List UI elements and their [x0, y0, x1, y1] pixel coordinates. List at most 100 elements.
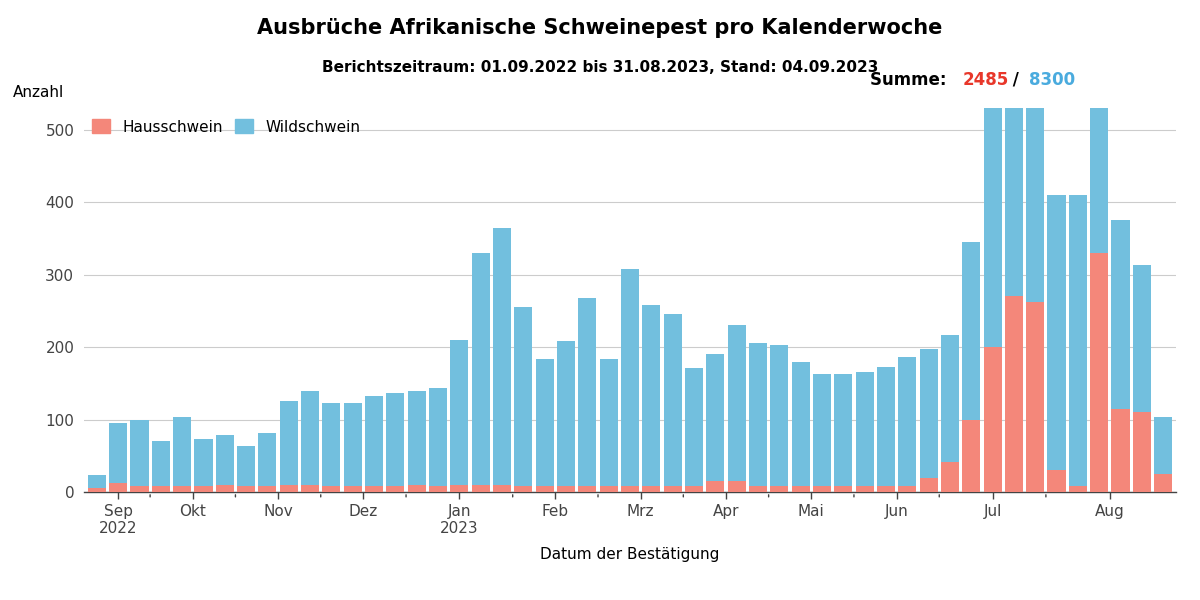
Bar — [238, 446, 256, 486]
Bar — [792, 486, 810, 492]
Bar — [131, 486, 149, 492]
Bar — [216, 435, 234, 485]
Bar — [493, 227, 511, 485]
Bar — [301, 485, 319, 492]
Text: 8300: 8300 — [1028, 71, 1075, 89]
Bar — [515, 486, 533, 492]
Bar — [600, 359, 618, 486]
Bar — [834, 486, 852, 492]
Bar — [1090, 253, 1109, 492]
Bar — [173, 418, 191, 486]
Bar — [620, 269, 640, 486]
Bar — [1154, 418, 1172, 474]
Bar — [557, 486, 575, 492]
Bar — [792, 362, 810, 486]
Bar — [365, 486, 383, 492]
Bar — [727, 325, 745, 481]
Bar — [428, 486, 448, 492]
Bar — [258, 433, 276, 486]
Bar — [984, 347, 1002, 492]
Bar — [1026, 103, 1044, 302]
Bar — [899, 486, 917, 492]
Bar — [877, 486, 895, 492]
Bar — [173, 486, 191, 492]
Bar — [151, 441, 170, 486]
Bar — [280, 401, 298, 485]
Bar — [1048, 470, 1066, 492]
Legend: Hausschwein, Wildschwein: Hausschwein, Wildschwein — [91, 119, 360, 134]
Bar — [1154, 474, 1172, 492]
Bar — [194, 439, 212, 486]
Bar — [919, 478, 937, 492]
Bar — [301, 391, 319, 485]
Bar — [856, 486, 874, 492]
Text: /: / — [1007, 71, 1025, 89]
Bar — [343, 403, 361, 486]
Bar — [408, 391, 426, 485]
Bar — [749, 343, 767, 486]
Bar — [578, 298, 596, 486]
Bar — [194, 486, 212, 492]
Bar — [109, 484, 127, 492]
Bar — [535, 359, 553, 486]
Bar — [685, 486, 703, 492]
Bar — [899, 356, 917, 486]
Bar — [664, 486, 682, 492]
Bar — [1133, 412, 1151, 492]
Bar — [1069, 486, 1087, 492]
Bar — [962, 419, 980, 492]
Bar — [642, 486, 660, 492]
Bar — [238, 486, 256, 492]
Bar — [1111, 409, 1129, 492]
Bar — [812, 374, 832, 486]
Bar — [856, 373, 874, 486]
Bar — [685, 368, 703, 486]
Text: Anzahl: Anzahl — [13, 85, 65, 100]
Bar — [386, 394, 404, 486]
Bar — [941, 461, 959, 492]
Text: 2485: 2485 — [964, 71, 1009, 89]
Bar — [472, 485, 490, 492]
Bar — [493, 485, 511, 492]
Bar — [1133, 265, 1151, 412]
Bar — [557, 341, 575, 486]
Bar — [1048, 195, 1066, 470]
Bar — [984, 108, 1002, 347]
Bar — [323, 486, 341, 492]
Bar — [472, 253, 490, 485]
Bar — [1026, 302, 1044, 492]
Bar — [727, 481, 745, 492]
Bar — [280, 485, 298, 492]
Bar — [941, 335, 959, 461]
Bar — [620, 486, 640, 492]
Bar — [109, 423, 127, 484]
Bar — [770, 345, 788, 486]
Bar — [770, 486, 788, 492]
Bar — [535, 486, 553, 492]
Bar — [151, 486, 170, 492]
Bar — [1111, 220, 1129, 409]
Bar — [216, 485, 234, 492]
Bar — [450, 340, 468, 485]
Text: Berichtszeitraum: 01.09.2022 bis 31.08.2023, Stand: 04.09.2023: Berichtszeitraum: 01.09.2022 bis 31.08.2… — [322, 60, 878, 75]
Bar — [749, 486, 767, 492]
Bar — [428, 388, 448, 486]
Bar — [642, 305, 660, 486]
Bar — [707, 355, 725, 481]
Text: Summe:: Summe: — [870, 71, 953, 89]
Bar — [386, 486, 404, 492]
Bar — [1004, 94, 1022, 296]
Bar — [1004, 296, 1022, 492]
Bar — [834, 374, 852, 486]
X-axis label: Datum der Bestätigung: Datum der Bestätigung — [540, 547, 720, 562]
Bar — [450, 485, 468, 492]
Bar — [323, 403, 341, 486]
Bar — [1090, 0, 1109, 253]
Bar — [877, 367, 895, 486]
Bar — [131, 419, 149, 486]
Bar — [258, 486, 276, 492]
Bar — [408, 485, 426, 492]
Bar — [812, 486, 832, 492]
Bar — [578, 486, 596, 492]
Bar — [515, 307, 533, 486]
